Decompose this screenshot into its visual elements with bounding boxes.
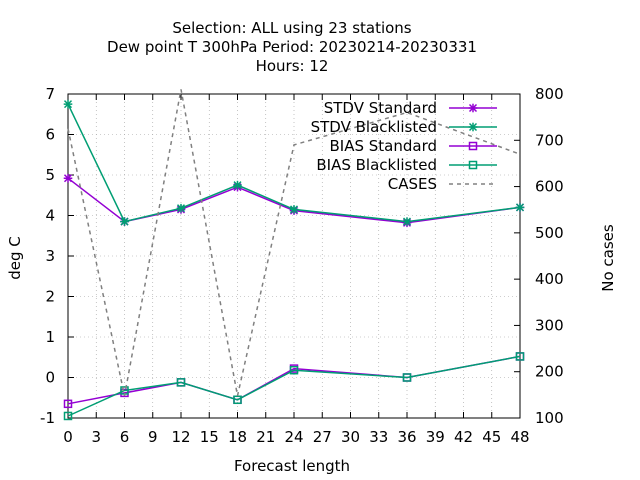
title-line: Selection: ALL using 23 stations (172, 19, 411, 37)
y-axis: -1 0 1 2 3 4 5 6 7 (40, 85, 74, 427)
series-2 (63, 352, 525, 409)
legend-label: STDV Standard (324, 99, 437, 117)
x-tick-label: 3 (91, 428, 101, 446)
data-point (63, 173, 73, 183)
x-tick-label: 24 (284, 428, 303, 446)
y-tick-label: 0 (45, 369, 55, 387)
series (63, 89, 525, 421)
y2-tick-label: 500 (535, 224, 564, 242)
x-tick-label: 30 (341, 428, 360, 446)
series-4 (67, 89, 521, 396)
y-tick-label: 5 (45, 166, 55, 184)
y2-axis-label: No cases (599, 224, 617, 292)
y-tick-label: 4 (45, 207, 55, 225)
y2-tick-label: 700 (535, 131, 564, 149)
data-point (63, 411, 73, 421)
series-line (67, 355, 521, 417)
y2-axis: 100 200 300 400 500 600 700 800 (514, 85, 564, 427)
y2-tick-label: 600 (535, 178, 564, 196)
data-point (63, 399, 73, 409)
x-tick-label: 45 (482, 428, 501, 446)
x-tick-label: 9 (148, 428, 158, 446)
x-tick-label: 42 (454, 428, 473, 446)
data-point (233, 395, 242, 405)
x-tick-label: 18 (228, 428, 247, 446)
series-3 (63, 352, 525, 421)
y2-tick-label: 400 (535, 270, 564, 288)
y-tick-label: 6 (45, 126, 55, 144)
x-tick-label: 12 (171, 428, 190, 446)
legend-label: BIAS Blacklisted (316, 156, 437, 174)
y-tick-label: 1 (45, 328, 55, 346)
data-point (233, 180, 242, 190)
series-line (67, 89, 521, 396)
y2-tick-label: 300 (535, 316, 564, 334)
x-tick-label: 36 (397, 428, 416, 446)
x-tick-label: 0 (63, 428, 73, 446)
y2-tick-label: 800 (535, 85, 564, 103)
series-1 (63, 99, 525, 226)
data-point (402, 373, 412, 382)
data-point (176, 378, 186, 387)
y2-tick-label: 200 (535, 363, 564, 381)
series-line (67, 355, 521, 405)
title-line: Dew point T 300hPa Period: 20230214-2023… (107, 38, 477, 56)
y-tick-label: 3 (45, 247, 55, 265)
data-point (402, 217, 412, 226)
x-tick-label: 21 (256, 428, 275, 446)
data-point (515, 352, 525, 361)
legend-marker (468, 160, 478, 170)
y2-tick-label: 100 (535, 409, 564, 427)
data-point (289, 205, 299, 214)
legend-marker (468, 103, 478, 113)
legend-marker (468, 122, 478, 132)
data-point (176, 203, 186, 213)
data-point (289, 365, 299, 375)
data-point (515, 203, 525, 212)
y-axis-label: deg C (6, 236, 24, 280)
grid (68, 94, 520, 418)
x-tick-label: 6 (120, 428, 130, 446)
x-tick-label: 33 (369, 428, 388, 446)
data-point (120, 217, 129, 226)
x-tick-label: 27 (313, 428, 332, 446)
legend-label: STDV Blacklisted (311, 118, 437, 136)
legend-label: CASES (388, 175, 437, 193)
y-tick-label: -1 (40, 409, 55, 427)
title-line: Hours: 12 (256, 57, 329, 75)
y-tick-label: 2 (45, 288, 55, 306)
legend-marker (468, 141, 478, 151)
x-tick-label: 39 (426, 428, 445, 446)
legend-label: BIAS Standard (329, 137, 437, 155)
y-tick-label: 7 (45, 85, 55, 103)
x-tick-label: 15 (200, 428, 219, 446)
x-axis: 0 3 6 9 12 15 18 21 24 27 30 33 36 39 42 45 48 (63, 94, 530, 446)
data-point (63, 99, 73, 109)
x-tick-label: 48 (510, 428, 529, 446)
x-axis-label: Forecast length (234, 457, 350, 475)
